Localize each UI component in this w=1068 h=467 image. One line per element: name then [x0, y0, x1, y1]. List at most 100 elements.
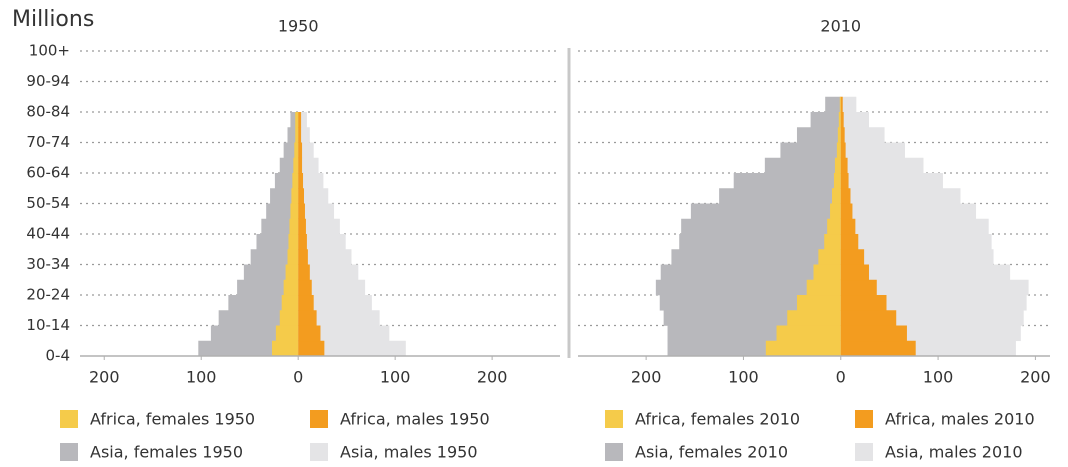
legend-swatch	[60, 410, 78, 428]
bar	[825, 96, 841, 113]
bar	[840, 249, 994, 265]
bar	[298, 127, 302, 143]
bar	[776, 325, 841, 342]
bar	[294, 142, 299, 159]
legend-label: Asia, females 1950	[90, 443, 243, 462]
bar	[840, 264, 869, 281]
bar	[719, 188, 841, 204]
bar	[218, 310, 299, 326]
legend-label: Africa, females 2010	[635, 410, 800, 429]
bar	[655, 279, 841, 296]
legend-swatch	[855, 443, 873, 461]
bar	[270, 188, 299, 204]
bar	[298, 157, 303, 174]
x-tick-label: 100	[923, 368, 954, 387]
bar	[833, 173, 841, 189]
bar	[298, 264, 310, 281]
bar	[780, 142, 841, 159]
bar	[298, 249, 308, 265]
bar	[298, 127, 310, 143]
bar	[679, 234, 841, 250]
x-tick-label: 200	[1020, 368, 1051, 387]
bar	[840, 96, 843, 113]
bar	[279, 310, 299, 326]
bar	[840, 188, 851, 204]
bar	[298, 310, 380, 326]
bar	[298, 279, 366, 296]
legend-label: Africa, males 1950	[340, 410, 490, 429]
bar	[659, 295, 841, 311]
bar	[840, 173, 849, 189]
y-tick-label: 30-34	[26, 255, 70, 273]
bar	[298, 340, 406, 357]
legend-swatch	[605, 410, 623, 428]
bar	[837, 127, 841, 143]
y-tick-label: 100+	[29, 42, 70, 60]
bar	[298, 325, 321, 342]
legend-swatch	[310, 443, 328, 461]
bar	[285, 264, 299, 281]
bar	[840, 127, 885, 143]
y-tick-label: 10-14	[26, 316, 70, 334]
bar	[840, 295, 1027, 311]
bar	[298, 203, 305, 220]
bar	[298, 295, 372, 311]
x-tick-label: 100	[728, 368, 759, 387]
bar	[292, 173, 299, 189]
bar	[283, 279, 299, 296]
bar	[840, 234, 992, 250]
bar	[295, 112, 299, 128]
x-tick-label: 100	[186, 368, 217, 387]
bar	[806, 279, 841, 296]
bar	[827, 218, 841, 235]
bar	[261, 218, 299, 235]
bar	[840, 310, 897, 326]
bar	[810, 112, 841, 128]
y-tick-label: 40-44	[26, 225, 70, 243]
bar	[840, 203, 977, 220]
bar	[818, 249, 841, 265]
bar	[796, 127, 841, 143]
bar	[298, 310, 317, 326]
bar	[840, 142, 905, 159]
bar	[237, 279, 299, 296]
bar	[840, 325, 907, 342]
bar	[293, 157, 299, 174]
bar	[671, 249, 841, 265]
panel-title: 2010	[820, 17, 861, 36]
bar	[298, 112, 307, 128]
bar	[830, 203, 841, 220]
x-tick-label: 0	[836, 368, 846, 387]
bar	[288, 234, 299, 250]
y-tick-label: 90-94	[26, 72, 70, 90]
bar	[291, 188, 299, 204]
bar	[228, 295, 299, 311]
y-tick-label: 60-64	[26, 164, 70, 182]
y-tick-label: 50-54	[26, 194, 70, 212]
legend-label: Asia, males 2010	[885, 443, 1023, 462]
bar	[840, 157, 924, 174]
x-tick-label: 0	[293, 368, 303, 387]
bar	[298, 218, 306, 235]
x-tick-label: 200	[89, 368, 120, 387]
bar	[840, 295, 887, 311]
bar	[840, 234, 859, 250]
legend-swatch	[310, 410, 328, 428]
bar	[840, 173, 943, 189]
bar	[765, 340, 841, 357]
bar	[298, 340, 325, 357]
bar	[834, 157, 841, 174]
legend-swatch	[605, 443, 623, 461]
bar	[243, 264, 299, 281]
bar	[764, 157, 841, 174]
bar	[298, 188, 329, 204]
bar	[840, 188, 961, 204]
x-tick-label: 100	[380, 368, 411, 387]
bar	[295, 127, 299, 143]
bar	[298, 157, 319, 174]
bar	[266, 203, 299, 220]
bar	[733, 173, 841, 189]
legend-label: Africa, females 1950	[90, 410, 255, 429]
